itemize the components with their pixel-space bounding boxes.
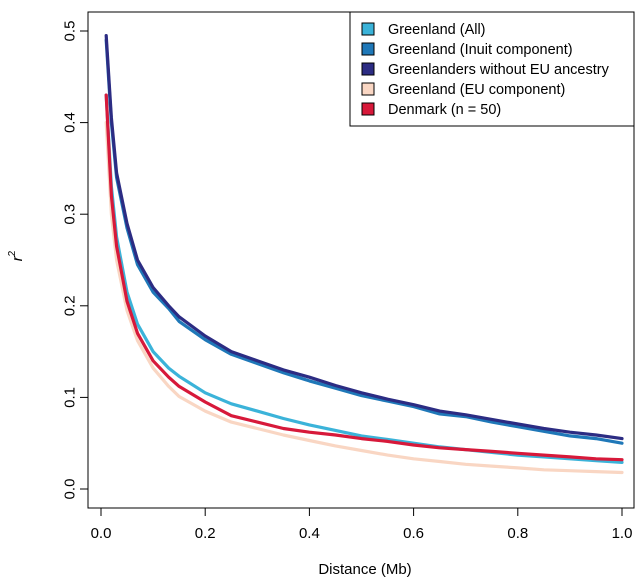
y-axis-label-superscript: 2 xyxy=(7,250,18,256)
legend-box xyxy=(349,11,635,127)
legend-swatch xyxy=(361,62,375,76)
legend-swatch xyxy=(361,102,375,116)
legend-label: Denmark (n = 50) xyxy=(388,102,501,118)
series-line-2 xyxy=(104,38,624,445)
x-tick-label: 0.0 xyxy=(91,525,112,542)
x-axis-label: Distance (Mb) xyxy=(318,561,411,578)
x-tick-label: 1.0 xyxy=(612,525,633,542)
x-tick-label: 0.4 xyxy=(299,525,320,542)
legend-swatch xyxy=(361,42,375,56)
legend-label: Greenland (EU component) xyxy=(388,82,565,98)
y-tick-label: 0.3 xyxy=(62,204,79,225)
legend-swatch xyxy=(361,82,375,96)
series-lines xyxy=(104,33,624,475)
x-tick-label: 0.2 xyxy=(195,525,216,542)
series-line-1 xyxy=(104,93,624,464)
legend: Greenland (All) Greenland (Inuit componen… xyxy=(349,11,635,127)
y-axis-label-main: r xyxy=(9,255,26,261)
y-tick-label: 0.5 xyxy=(62,21,79,42)
y-tick-label: 0.4 xyxy=(62,112,79,133)
x-tick-label: 0.6 xyxy=(403,525,424,542)
legend-swatch xyxy=(361,22,375,36)
y-tick-label: 0.0 xyxy=(62,479,79,500)
x-axis: 0.0 0.2 0.4 0.6 0.8 1.0 xyxy=(91,507,633,542)
series-line-5 xyxy=(104,93,624,462)
series-line-3 xyxy=(104,33,624,441)
y-axis: 0.0 0.1 0.2 0.3 0.4 0.5 xyxy=(62,21,89,500)
series-line-4 xyxy=(104,120,624,475)
y-tick-label: 0.2 xyxy=(62,295,79,316)
y-axis-label: r2 xyxy=(7,250,26,261)
y-tick-label: 0.1 xyxy=(62,387,79,408)
legend-label: Greenland (Inuit component) xyxy=(388,42,573,58)
legend-label: Greenland (All) xyxy=(388,22,486,38)
legend-label: Greenlanders without EU ancestry xyxy=(388,62,610,78)
x-tick-label: 0.8 xyxy=(507,525,528,542)
